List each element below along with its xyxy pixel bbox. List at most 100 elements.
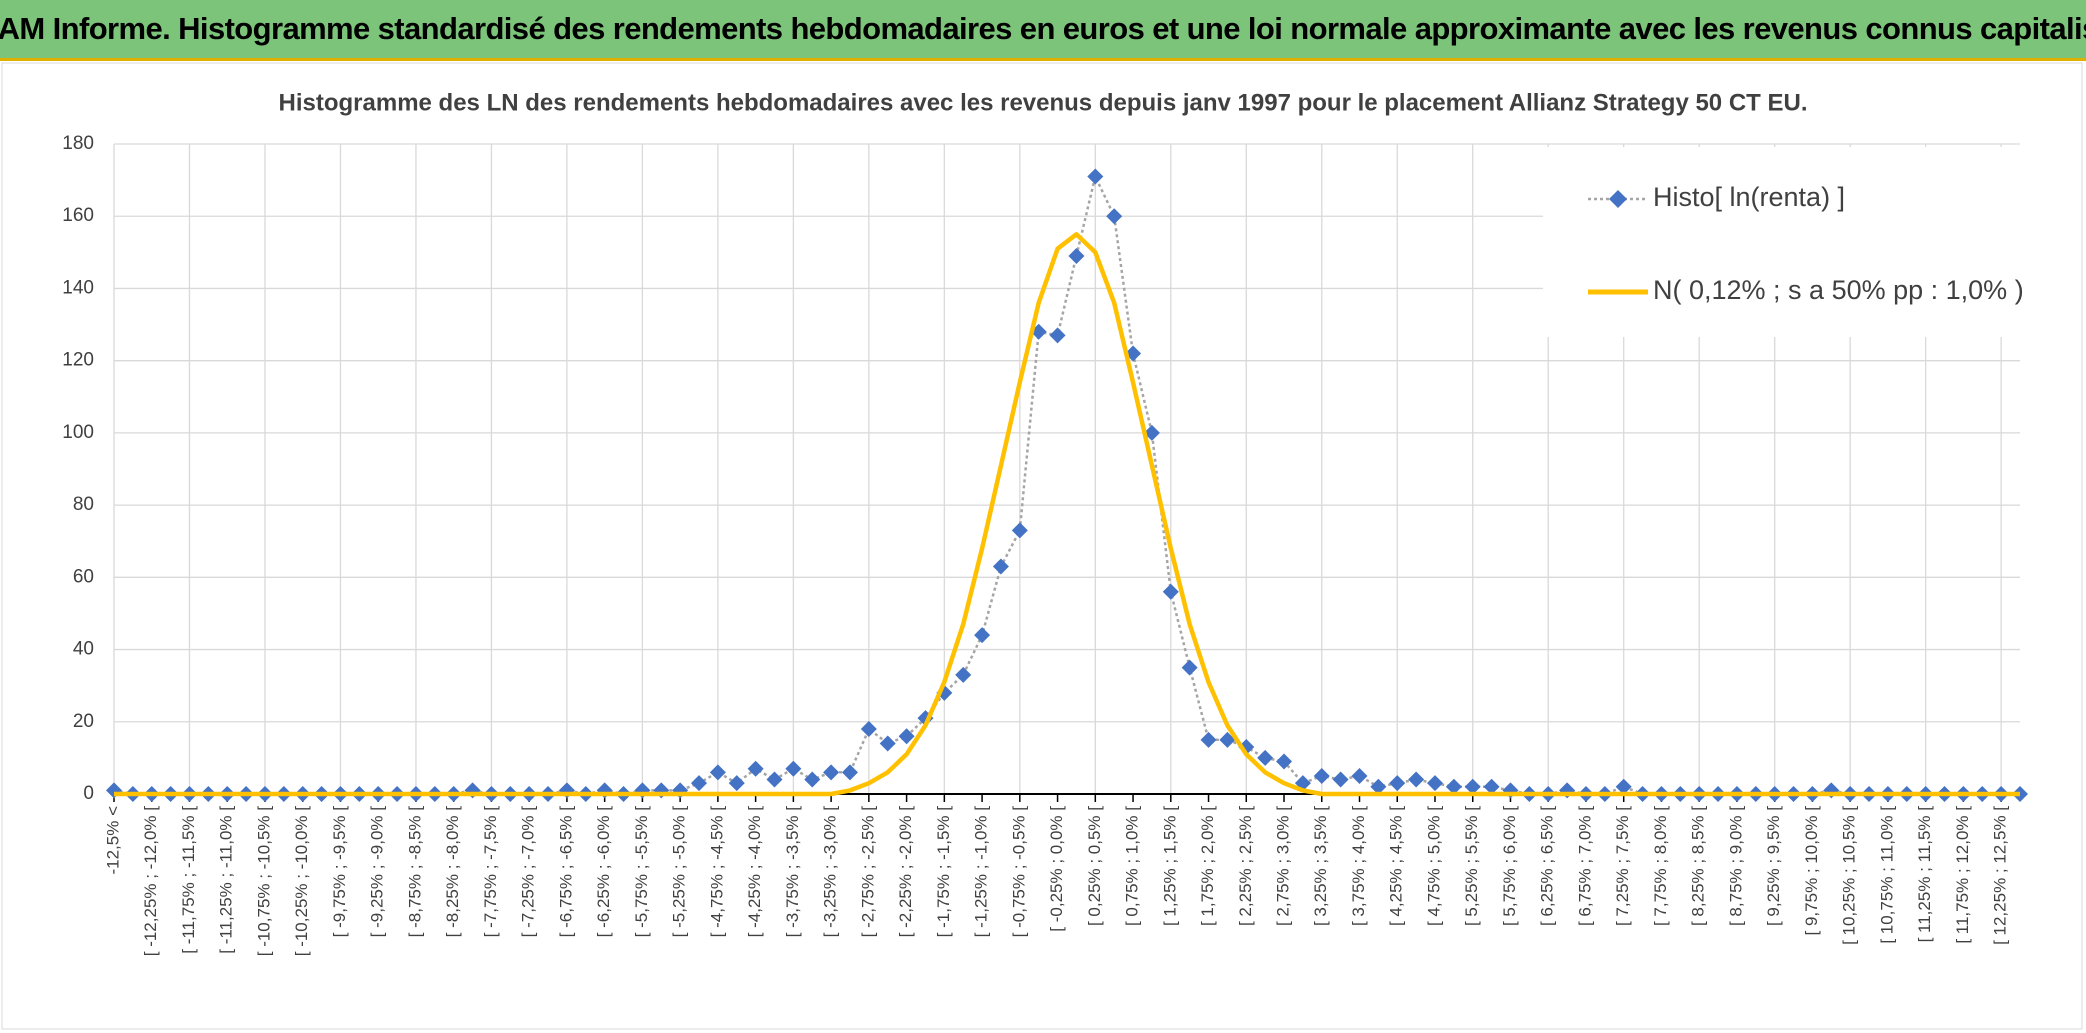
x-tick-label: [ 10,25% ; 10,5% [	[1840, 806, 1859, 945]
diamond-marker	[1389, 775, 1406, 792]
x-tick-label: [ -1,75% ; -1,5% [	[934, 806, 953, 938]
x-tick-label: [ -9,25% ; -9,0% [	[368, 806, 387, 938]
diamond-marker	[823, 764, 840, 781]
x-tick-label: [ 6,75% ; 7,0% [	[1575, 806, 1594, 926]
x-tick-label: [ 8,75% ; 9,0% [	[1726, 806, 1745, 926]
x-tick-label: [ 9,75% ; 10,0% [	[1802, 806, 1821, 936]
diamond-marker	[804, 771, 821, 788]
series-line	[114, 232, 2020, 797]
diamond-marker	[1049, 327, 1066, 344]
diamond-marker	[1483, 778, 1500, 795]
x-tick-label: [ 4,25% ; 4,5% [	[1387, 806, 1406, 926]
x-tick-label: [ -5,25% ; -5,0% [	[670, 806, 689, 938]
diamond-marker	[1011, 522, 1028, 539]
x-tick-label: [ -3,75% ; -3,5% [	[783, 806, 802, 938]
x-tick-label: [ -10,25% ; -10,0% [	[292, 806, 311, 957]
diamond-marker	[1106, 208, 1123, 225]
x-tick-label: [ -5,75% ; -5,5% [	[632, 806, 651, 938]
diamond-marker	[1276, 753, 1293, 770]
diamond-marker	[691, 775, 708, 792]
diamond-marker	[1445, 778, 1462, 795]
x-tick-label: [ -9,75% ; -9,5% [	[330, 806, 349, 938]
diamond-marker	[1200, 731, 1217, 748]
x-tick-label: [ -2,75% ; -2,5% [	[858, 806, 877, 938]
diamond-marker	[1615, 778, 1632, 795]
x-tick-label: [ -0,75% ; -0,5% [	[1009, 806, 1028, 938]
x-tick-label: [ -0,25% ; 0,0% [	[1047, 806, 1066, 932]
diamond-marker	[1426, 775, 1443, 792]
x-tick-label: [ -2,25% ; -2,0% [	[896, 806, 915, 938]
diamond-marker	[841, 764, 858, 781]
diamond-marker	[1219, 731, 1236, 748]
y-tick-label: 0	[83, 783, 94, 804]
x-tick-label: [ -4,75% ; -4,5% [	[707, 806, 726, 938]
x-tick-label: [ -10,75% ; -10,5% [	[254, 806, 273, 957]
x-tick-label: [ -4,25% ; -4,0% [	[745, 806, 764, 938]
diamond-marker	[1313, 767, 1330, 784]
legend-label: N( 0,12% ; s a 50% pp : 1,0% )	[1653, 275, 2024, 305]
x-tick-label: [ -1,25% ; -1,0% [	[972, 806, 991, 938]
diamond-marker	[955, 666, 972, 683]
y-tick-label: 180	[62, 133, 94, 154]
x-tick-label: [ 7,75% ; 8,0% [	[1651, 806, 1670, 926]
diamond-marker	[785, 760, 802, 777]
y-tick-label: 80	[73, 494, 94, 515]
x-tick-label: [ -7,25% ; -7,0% [	[519, 806, 538, 938]
diamond-marker	[1408, 771, 1425, 788]
x-tick-label: [ 10,75% ; 11,0% [	[1877, 806, 1896, 944]
chart: Histogramme des LN des rendements hebdom…	[1, 62, 2083, 1030]
x-tick-label: [ 11,75% ; 12,0% [	[1953, 806, 1972, 944]
diamond-marker	[974, 627, 991, 644]
x-tick-label: [ -11,75% ; -11,5% [	[179, 806, 198, 954]
diamond-marker	[1162, 583, 1179, 600]
x-tick-label: [ 2,75% ; 3,0% [	[1274, 806, 1293, 926]
diamond-marker	[879, 735, 896, 752]
x-tick-label: [ 4,75% ; 5,0% [	[1424, 806, 1443, 926]
x-tick-label: [ 6,25% ; 6,5% [	[1538, 806, 1557, 926]
x-tick-label: [ 2,25% ; 2,5% [	[1236, 806, 1255, 926]
x-tick-label: [ 3,75% ; 4,0% [	[1349, 806, 1368, 926]
y-tick-label: 40	[73, 639, 94, 660]
x-tick-label: [ 0,25% ; 0,5% [	[1085, 806, 1104, 926]
diamond-marker	[766, 771, 783, 788]
diamond-marker	[709, 764, 726, 781]
diamond-marker	[1181, 659, 1198, 676]
diamond-marker	[860, 721, 877, 737]
x-tick-label: [ -11,25% ; -11,0% [	[217, 806, 236, 954]
legend-marker	[1609, 190, 1627, 208]
diamond-marker	[1068, 247, 1085, 264]
y-tick-label: 160	[62, 205, 94, 226]
x-tick-label: [ 9,25% ; 9,5% [	[1764, 806, 1783, 926]
legend-label: Histo[ ln(renta) ]	[1653, 182, 1845, 212]
x-tick-label: [ -3,25% ; -3,0% [	[821, 806, 840, 938]
legend-box	[1543, 147, 2023, 337]
x-tick-label: [ 1,75% ; 2,0% [	[1198, 806, 1217, 926]
diamond-marker	[728, 775, 745, 792]
diamond-marker	[1370, 778, 1387, 795]
diamond-marker	[1257, 749, 1274, 766]
x-tick-label: [ -8,25% ; -8,0% [	[443, 806, 462, 938]
x-tick-label: [ 12,25% ; 12,5% [	[1991, 806, 2010, 945]
x-tick-label: [ -7,75% ; -7,5% [	[481, 806, 500, 938]
x-tick-label: [ -12,25% ; -12,0% [	[141, 806, 160, 957]
x-tick-label: [ 5,25% ; 5,5% [	[1462, 806, 1481, 926]
diamond-marker	[1332, 771, 1349, 788]
x-tick-label: [ -6,25% ; -6,0% [	[594, 806, 613, 938]
diamond-marker	[747, 760, 764, 777]
diamond-marker	[1143, 424, 1160, 441]
x-tick-label: [ 3,25% ; 3,5% [	[1311, 806, 1330, 926]
diamond-marker	[992, 558, 1009, 575]
x-tick-label: -12,5% <	[103, 806, 122, 875]
x-tick-label: [ 7,25% ; 7,5% [	[1613, 806, 1632, 926]
x-tick-label: [ 11,25% ; 11,5% [	[1915, 806, 1934, 943]
diamond-marker	[1351, 767, 1368, 784]
banner-title: ADAM Informe. Histogramme standardisé de…	[0, 0, 2086, 61]
diamond-marker	[898, 728, 915, 745]
y-tick-label: 100	[62, 422, 94, 443]
y-tick-label: 120	[62, 350, 94, 371]
diamond-marker	[1464, 778, 1481, 795]
x-tick-label: [ 5,75% ; 6,0% [	[1500, 806, 1519, 926]
x-tick-label: [ 0,75% ; 1,0% [	[1123, 806, 1142, 926]
x-tick-label: [ -8,75% ; -8,5% [	[405, 806, 424, 938]
